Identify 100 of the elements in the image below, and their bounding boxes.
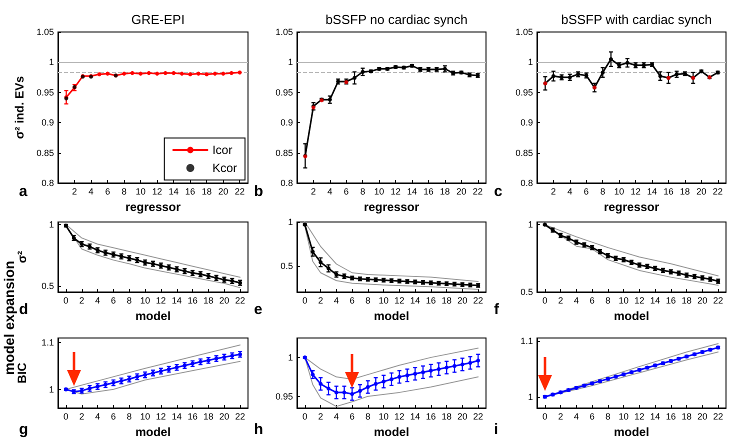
text: f [494, 301, 500, 318]
y-tick-label: 1 [288, 352, 293, 362]
y-tick-label: 1 [528, 57, 533, 68]
y-tick-label: 0.95 [36, 87, 54, 98]
x-tick-label: 18 [202, 186, 212, 196]
y-tick-label: 0.95 [275, 87, 293, 98]
y-tick-label: 0.95 [515, 87, 533, 98]
x-tick-label: 4 [334, 412, 339, 422]
y-tick-label: 1.05 [36, 27, 54, 37]
x-tick-label: 20 [457, 296, 468, 306]
chart-title: bSSFP with cardiac synch [561, 12, 712, 27]
y-tick-label: 1 [48, 219, 54, 230]
x-tick-label: 2 [558, 296, 564, 306]
y-axis-title: σ² ind. EVs [12, 76, 27, 139]
y-tick-label: 1 [288, 217, 293, 227]
x-tick-label: 14 [407, 186, 418, 196]
x-tick-label: 4 [327, 186, 332, 196]
x-tick-label: 10 [378, 296, 389, 306]
text: h [254, 421, 264, 438]
x-tick-label: 16 [426, 296, 436, 306]
y-tick-label: 0.8 [520, 178, 533, 188]
x-axis-title: model [374, 424, 410, 439]
x-tick-label: 0 [542, 412, 548, 422]
x-tick-label: 12 [152, 186, 162, 196]
y-tick-label: 0.9 [41, 118, 54, 128]
x-tick-label: 8 [122, 186, 127, 196]
x-tick-label: 2 [558, 412, 564, 422]
x-axis-title: model [135, 424, 171, 439]
text: d [19, 301, 28, 318]
x-axis-title: model [374, 308, 410, 323]
y-axis-title: σ² [15, 250, 29, 264]
y-tick-label: 0.85 [515, 148, 533, 158]
y-axis-title: BIC [15, 362, 29, 384]
y-tick-label: 0.5 [280, 260, 293, 271]
x-tick-label: 8 [126, 412, 132, 422]
x-tick-label: 2 [79, 412, 84, 422]
x-tick-label: 22 [713, 296, 724, 306]
y-tick-label: 0.5 [520, 287, 533, 297]
x-tick-label: 2 [318, 412, 324, 422]
x-tick-label: 2 [310, 186, 316, 196]
x-tick-label: 8 [360, 186, 366, 196]
x-tick-label: 22 [234, 186, 245, 196]
x-tick-label: 4 [95, 296, 100, 306]
y-tick-label: 1.1 [520, 336, 533, 346]
y-tick-label: 0.9 [520, 118, 533, 128]
x-tick-label: 10 [618, 296, 629, 306]
x-tick-label: 2 [72, 186, 78, 196]
x-tick-label: 6 [350, 296, 355, 306]
x-tick-label: 12 [630, 186, 641, 196]
x-axis-title: regressor [604, 200, 660, 214]
x-axis-title: regressor [125, 200, 182, 214]
x-tick-label: 16 [666, 412, 676, 422]
x-tick-label: 20 [218, 186, 228, 196]
y-tick-label: 0.85 [275, 148, 293, 158]
y-tick-label: 1.1 [41, 338, 54, 348]
x-tick-label: 22 [472, 186, 483, 196]
x-axis-title: model [614, 308, 650, 323]
chart-title: bSSFP no cardiac synch [325, 12, 468, 27]
x-tick-label: 0 [63, 412, 68, 422]
legend-label: Icor [212, 143, 232, 157]
x-tick-label: 6 [105, 186, 110, 196]
text: g [19, 421, 28, 438]
x-tick-label: 4 [574, 296, 579, 306]
x-tick-label: 6 [590, 412, 595, 422]
y-tick-label: 0.8 [280, 178, 293, 188]
x-tick-label: 4 [95, 412, 100, 422]
x-tick-label: 14 [168, 186, 179, 196]
x-tick-label: 14 [172, 296, 182, 306]
x-tick-label: 20 [697, 296, 708, 306]
legend-label: Kcor [212, 161, 238, 175]
x-tick-label: 8 [365, 296, 370, 306]
x-tick-label: 18 [440, 186, 450, 196]
x-tick-label: 6 [110, 296, 116, 306]
y-tick-label: 1 [48, 57, 54, 68]
x-tick-label: 16 [663, 186, 674, 196]
x-tick-label: 18 [203, 412, 214, 422]
x-tick-label: 12 [634, 296, 644, 306]
x-tick-label: 10 [136, 186, 146, 196]
x-tick-label: 0 [63, 296, 68, 306]
x-tick-label: 14 [650, 412, 660, 422]
x-tick-label: 22 [712, 186, 723, 196]
x-tick-label: 8 [126, 296, 132, 306]
y-tick-label: 0.85 [36, 148, 54, 158]
x-tick-label: 22 [473, 296, 484, 306]
x-tick-label: 6 [584, 186, 589, 196]
x-tick-label: 16 [188, 412, 198, 422]
x-tick-label: 22 [235, 296, 246, 306]
x-tick-label: 12 [634, 412, 644, 422]
x-tick-label: 4 [574, 412, 579, 422]
text: e [254, 301, 262, 318]
y-tick-label: 0.9 [280, 118, 293, 128]
x-tick-label: 12 [156, 412, 166, 422]
text: model expansion [1, 260, 17, 378]
x-tick-label: 16 [426, 412, 436, 422]
x-tick-label: 14 [172, 412, 182, 422]
x-tick-label: 10 [614, 186, 624, 196]
x-tick-label: 14 [647, 186, 658, 196]
y-tick-label: 1 [48, 384, 54, 394]
x-axis-title: model [614, 424, 650, 439]
x-tick-label: 20 [697, 412, 708, 422]
